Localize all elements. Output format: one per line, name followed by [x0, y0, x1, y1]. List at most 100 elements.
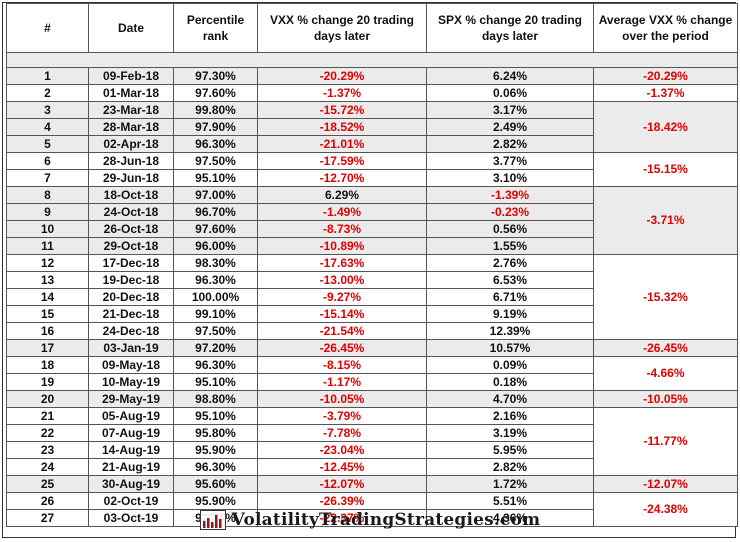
row-num: 8 [6, 186, 89, 204]
average-vxx-change: -10.05% [593, 390, 738, 408]
row-vxx-change: -21.01% [257, 135, 427, 153]
row-rank: 95.90% [173, 492, 258, 510]
row-vxx-change: -15.14% [257, 305, 427, 323]
table-row: 1 09-Feb-18 97.30% -20.29% 6.24% -20.29% [6, 67, 738, 85]
row-rank: 100.00% [173, 288, 258, 306]
row-vxx-change: -8.15% [257, 356, 427, 374]
row-vxx-change: -23.04% [257, 441, 427, 459]
average-vxx-change: -1.37% [593, 84, 738, 102]
row-rank: 96.00% [173, 237, 258, 255]
row-spx-change: 12.39% [426, 322, 594, 340]
row-rank: 98.30% [173, 254, 258, 272]
row-date: 28-Mar-18 [88, 118, 174, 136]
row-vxx-change: -12.07% [257, 475, 427, 493]
site-name[interactable]: VolatilityTradingStrategies.com [231, 510, 541, 530]
row-vxx-change: -1.17% [257, 373, 427, 391]
row-spx-change: 6.53% [426, 271, 594, 289]
row-rank: 97.60% [173, 220, 258, 238]
row-num: 2 [6, 84, 89, 102]
average-vxx-change: -20.29% [593, 67, 738, 85]
table-row: 16 24-Dec-18 97.50% -21.54% 12.39% [6, 322, 738, 340]
row-spx-change: -0.23% [426, 203, 594, 221]
row-num: 26 [6, 492, 89, 510]
row-num: 19 [6, 373, 89, 391]
row-date: 29-Oct-18 [88, 237, 174, 255]
spacer-cell [6, 52, 738, 68]
row-rank: 96.30% [173, 271, 258, 289]
row-date: 03-Jan-19 [88, 339, 174, 357]
row-num: 20 [6, 390, 89, 408]
header-row: # Date Percentile rank VXX % change 20 t… [6, 3, 738, 53]
table-row: 26 02-Oct-19 95.90% -26.39% 5.51% -24.38% [6, 492, 738, 527]
row-spx-change: 1.72% [426, 475, 594, 493]
row-date: 30-Aug-19 [88, 475, 174, 493]
average-vxx-change: -11.77% [593, 407, 738, 476]
row-date: 20-Dec-18 [88, 288, 174, 306]
row-spx-change: 2.76% [426, 254, 594, 272]
bar-chart-icon [199, 510, 226, 530]
row-num: 15 [6, 305, 89, 323]
row-num: 27 [6, 509, 89, 527]
row-rank: 95.10% [173, 407, 258, 425]
row-rank: 97.50% [173, 322, 258, 340]
header-date: Date [88, 3, 174, 53]
row-rank: 97.60% [173, 84, 258, 102]
table-row: 9 24-Oct-18 96.70% -1.49% -0.23% [6, 203, 738, 221]
row-date: 02-Apr-18 [88, 135, 174, 153]
row-spx-change: 3.77% [426, 152, 594, 170]
row-rank: 96.70% [173, 203, 258, 221]
row-num: 18 [6, 356, 89, 374]
average-vxx-change: -26.45% [593, 339, 738, 357]
row-vxx-change: -8.73% [257, 220, 427, 238]
table-row: 22 07-Aug-19 95.80% -7.78% 3.19% [6, 424, 738, 442]
row-num: 24 [6, 458, 89, 476]
table-row: 14 20-Dec-18 100.00% -9.27% 6.71% [6, 288, 738, 306]
row-vxx-change: -22.37% [257, 509, 427, 527]
table-row: 15 21-Dec-18 99.10% -15.14% 9.19% [6, 305, 738, 323]
row-date: 07-Aug-19 [88, 424, 174, 442]
table-row: 25 30-Aug-19 95.60% -12.07% 1.72% -12.07% [6, 475, 738, 493]
row-vxx-change: -17.59% [257, 152, 427, 170]
row-rank: 97.20% [173, 339, 258, 357]
row-date: 18-Oct-18 [88, 186, 174, 204]
row-date: 03-Oct-19 [88, 509, 174, 527]
row-date: 17-Dec-18 [88, 254, 174, 272]
header-spx: SPX % change 20 trading days later [426, 3, 594, 53]
row-rank: 95.60% [173, 475, 258, 493]
spacer-row [6, 52, 738, 68]
row-num: 11 [6, 237, 89, 255]
row-vxx-change: -10.05% [257, 390, 427, 408]
row-vxx-change: -9.27% [257, 288, 427, 306]
row-num: 10 [6, 220, 89, 238]
row-num: 14 [6, 288, 89, 306]
row-rank: 95.90% [173, 441, 258, 459]
row-date: 24-Dec-18 [88, 322, 174, 340]
header-num: # [6, 3, 89, 53]
row-date: 26-Oct-18 [88, 220, 174, 238]
row-num: 21 [6, 407, 89, 425]
table-row: 12 17-Dec-18 98.30% -17.63% 2.76% -15.32% [6, 254, 738, 340]
row-spx-change: 0.09% [426, 356, 594, 374]
row-spx-change: 4.36% [426, 509, 594, 527]
row-rank: 97.50% [173, 152, 258, 170]
row-vxx-change: -15.72% [257, 101, 427, 119]
row-num: 22 [6, 424, 89, 442]
row-num: 6 [6, 152, 89, 170]
row-vxx-change: 6.29% [257, 186, 427, 204]
row-rank: 98.80% [173, 390, 258, 408]
table-row: 8 18-Oct-18 97.00% 6.29% -1.39% -3.71% [6, 186, 738, 255]
table-row: 2 01-Mar-18 97.60% -1.37% 0.06% -1.37% [6, 84, 738, 102]
row-vxx-change: -10.89% [257, 237, 427, 255]
row-date: 09-Feb-18 [88, 67, 174, 85]
row-vxx-change: -13.00% [257, 271, 427, 289]
row-date: 21-Dec-18 [88, 305, 174, 323]
row-num: 16 [6, 322, 89, 340]
row-spx-change: 6.24% [426, 67, 594, 85]
row-vxx-change: -1.49% [257, 203, 427, 221]
row-date: 09-May-18 [88, 356, 174, 374]
row-vxx-change: -12.45% [257, 458, 427, 476]
row-num: 25 [6, 475, 89, 493]
average-vxx-change: -24.38% [593, 492, 738, 527]
row-spx-change: 0.18% [426, 373, 594, 391]
